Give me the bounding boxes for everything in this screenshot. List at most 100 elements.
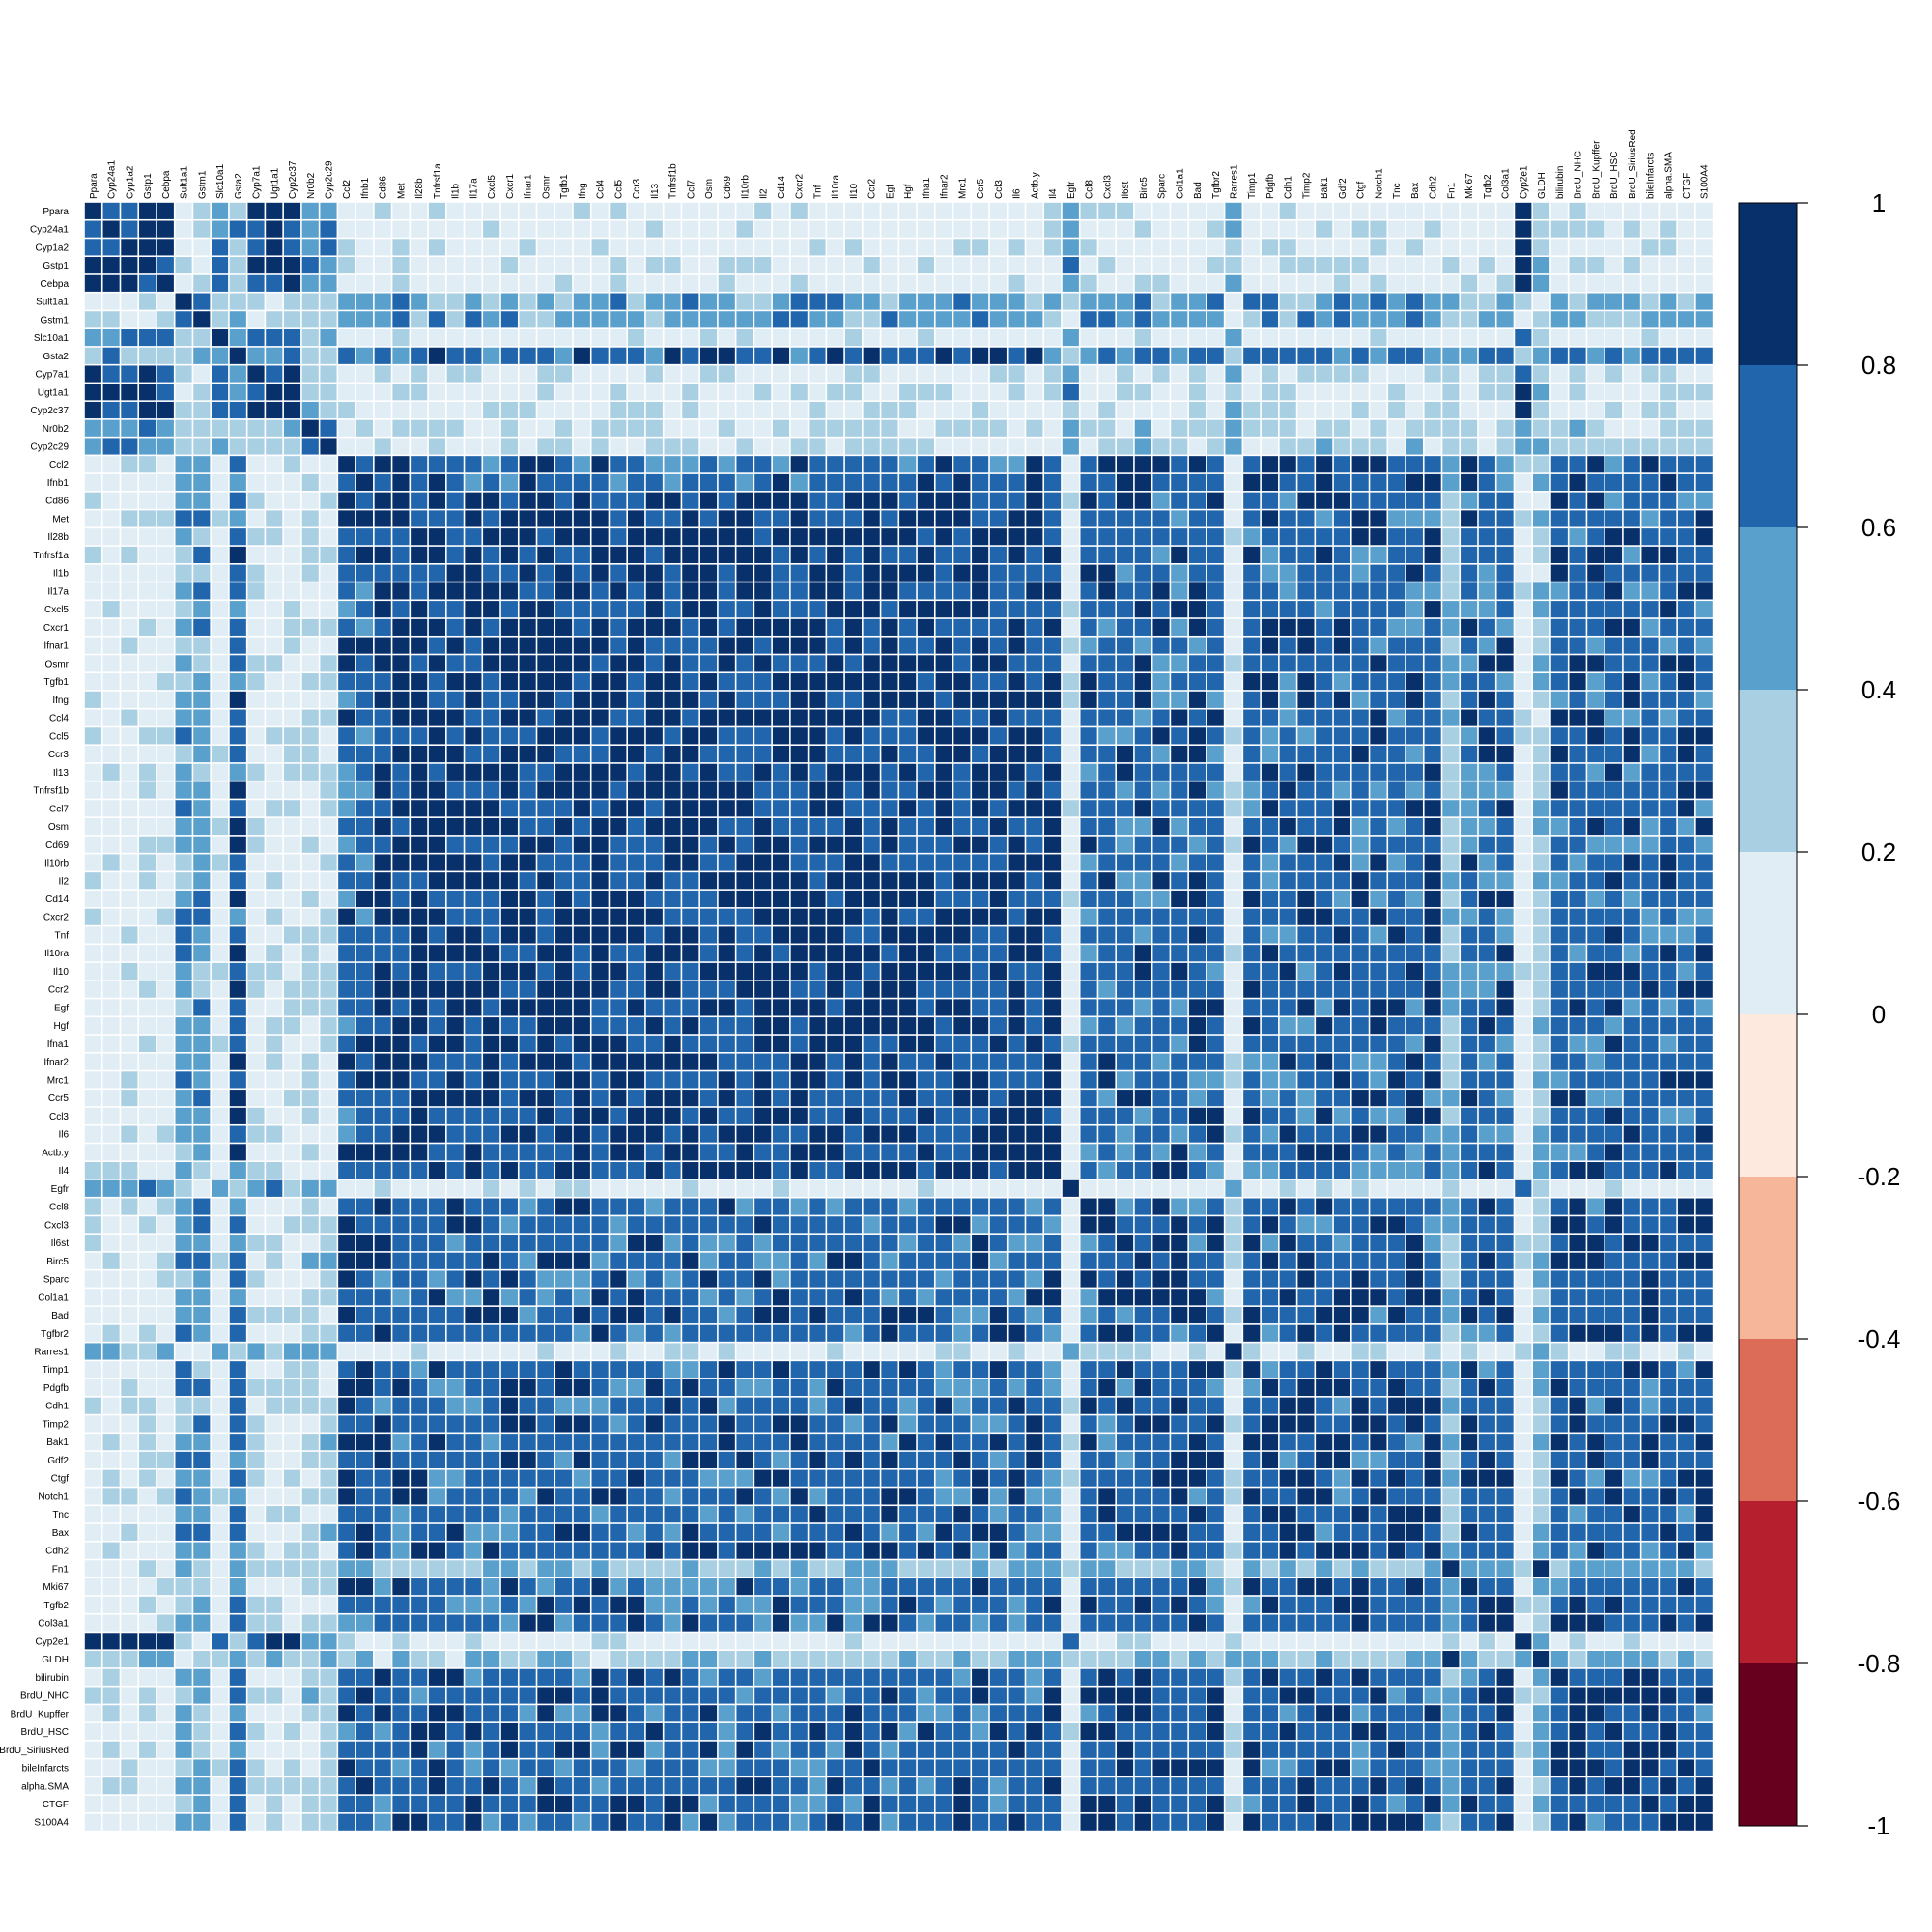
heatmap-cell (283, 1071, 301, 1089)
heatmap-cell (953, 347, 971, 364)
heatmap-cell (1225, 257, 1242, 274)
heatmap-cell (465, 347, 482, 364)
heatmap-cell (1026, 1144, 1043, 1161)
heatmap-cell (699, 709, 718, 726)
heatmap-cell (211, 293, 229, 310)
heatmap-cell (229, 691, 246, 708)
heatmap-cell (1261, 1107, 1279, 1124)
heatmap-cell (610, 800, 627, 817)
heatmap-cell (1225, 1144, 1242, 1161)
heatmap-cell (1660, 401, 1677, 419)
heatmap-cell (1026, 601, 1043, 618)
heatmap-cell (1116, 890, 1134, 908)
heatmap-cell (917, 691, 934, 708)
heatmap-cell (917, 1090, 934, 1107)
heatmap-cell (1044, 1090, 1062, 1107)
heatmap-cell (718, 999, 735, 1016)
heatmap-cell (1660, 709, 1677, 726)
heatmap-cell (211, 945, 229, 962)
heatmap-cell (84, 1035, 101, 1052)
heatmap-cell (1370, 800, 1387, 817)
heatmap-cell (1297, 220, 1315, 238)
heatmap-cell (1207, 1125, 1224, 1143)
heatmap-cell (591, 800, 609, 817)
heatmap-cell (917, 492, 934, 509)
heatmap-cell (573, 1107, 590, 1124)
heatmap-cell (809, 890, 826, 908)
heatmap-cell (1333, 709, 1350, 726)
heatmap-cell (1569, 999, 1586, 1016)
heatmap-cell (1188, 691, 1207, 708)
heatmap-cell (320, 1053, 337, 1070)
heatmap-cell (989, 926, 1007, 944)
heatmap-cell (863, 1162, 880, 1179)
heatmap-cell (320, 419, 337, 437)
heatmap-cell (446, 1053, 464, 1070)
heatmap-cell (736, 202, 753, 219)
heatmap-cell (1297, 709, 1315, 726)
heatmap-cell (392, 890, 410, 908)
heatmap-cell (1496, 1017, 1514, 1035)
heatmap-cell (917, 673, 934, 691)
heatmap-cell (1587, 691, 1605, 708)
heatmap-cell (1279, 1053, 1296, 1070)
heatmap-cell (156, 1179, 174, 1197)
heatmap-cell (537, 456, 554, 473)
heatmap-cell (573, 980, 590, 998)
heatmap-cell (1098, 908, 1116, 925)
heatmap-cell (1171, 1144, 1188, 1161)
heatmap-cell (1478, 1017, 1495, 1035)
heatmap-cell (139, 908, 156, 925)
heatmap-cell (899, 1090, 917, 1107)
heatmap-cell (156, 293, 174, 310)
heatmap-cell (1660, 746, 1677, 763)
heatmap-cell (519, 328, 536, 347)
heatmap-cell (573, 528, 590, 546)
heatmap-cell (682, 890, 699, 908)
heatmap-cell (1062, 999, 1079, 1016)
heatmap-cell (247, 1090, 265, 1107)
heatmap-cell (754, 618, 772, 636)
heatmap-cell (682, 1090, 699, 1107)
heatmap-cell (537, 1053, 554, 1070)
heatmap-cell (175, 890, 192, 908)
heatmap-cell (1569, 456, 1586, 473)
heatmap-cell (1171, 384, 1188, 401)
heatmap-cell (1515, 673, 1532, 691)
heatmap-cell (772, 220, 790, 238)
heatmap-cell (483, 962, 500, 980)
heatmap-cell (1406, 1053, 1423, 1070)
heatmap-cell (301, 962, 319, 980)
heatmap-cell (844, 456, 863, 473)
heatmap-cell (1424, 746, 1441, 763)
heatmap-cell (1279, 637, 1296, 654)
heatmap-cell (1279, 293, 1296, 310)
heatmap-cell (1515, 202, 1532, 219)
heatmap-cell (645, 564, 663, 582)
heatmap-cell (1677, 582, 1695, 600)
heatmap-cell (1569, 257, 1586, 274)
heatmap-cell (1605, 311, 1623, 328)
heatmap-cell (1424, 637, 1441, 654)
heatmap-cell (664, 257, 681, 274)
heatmap-cell (1316, 854, 1333, 871)
heatmap-cell (1351, 582, 1369, 600)
heatmap-cell (266, 438, 283, 455)
heatmap-cell (953, 220, 971, 238)
heatmap-cell (772, 546, 790, 563)
heatmap-cell (1623, 999, 1640, 1016)
heatmap-cell (809, 347, 826, 364)
heatmap-cell (1261, 492, 1279, 509)
heatmap-cell (1478, 528, 1495, 546)
heatmap-cell (1424, 727, 1441, 745)
heatmap-cell (790, 1017, 808, 1035)
heatmap-cell (699, 746, 718, 763)
heatmap-cell (899, 926, 917, 944)
heatmap-cell (555, 1179, 573, 1197)
heatmap-cell (193, 582, 211, 600)
heatmap-cell (1587, 890, 1605, 908)
heatmap-cell (211, 618, 229, 636)
heatmap-cell (446, 546, 464, 563)
heatmap-cell (1152, 456, 1170, 473)
heatmap-cell (1261, 293, 1279, 310)
